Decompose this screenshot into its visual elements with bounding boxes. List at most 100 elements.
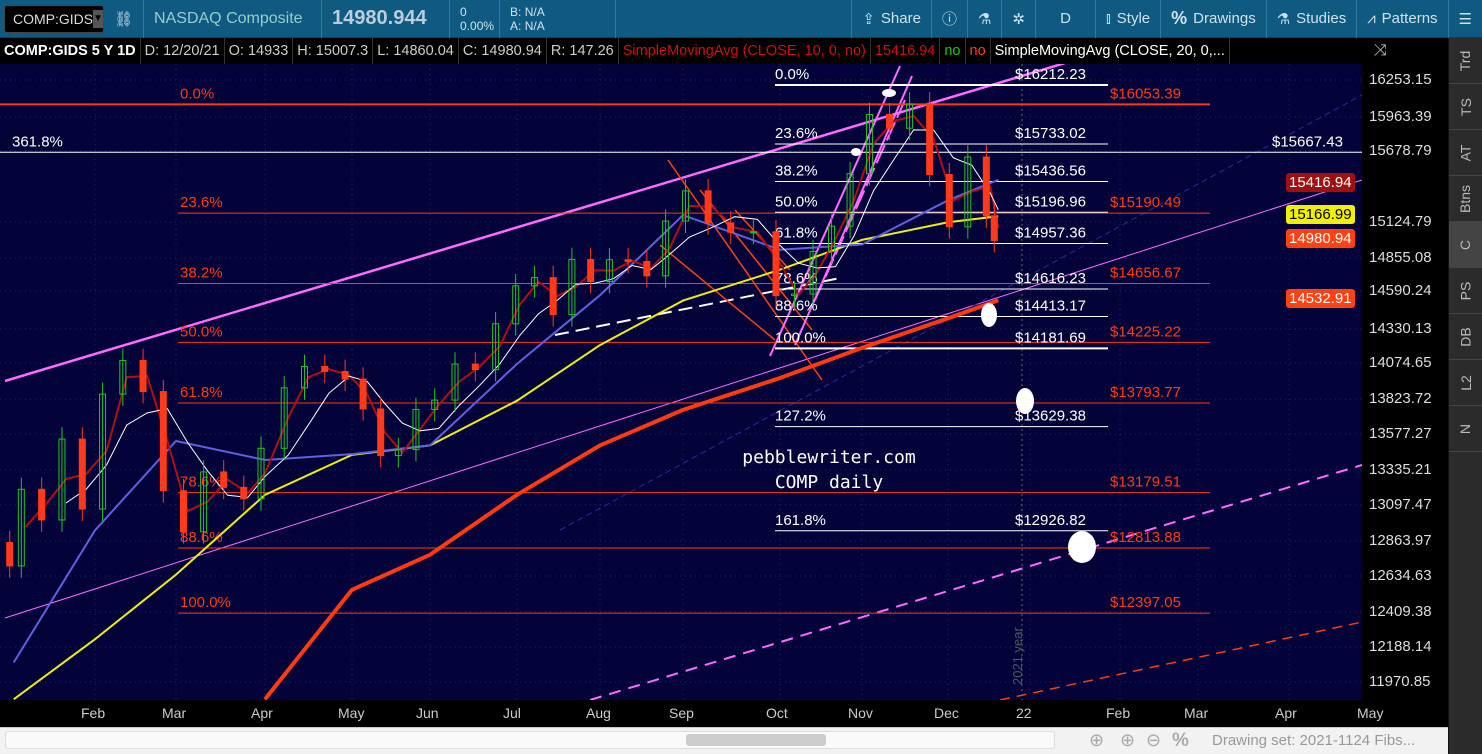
patterns-icon: ⩘ <box>1367 10 1376 27</box>
price-tick: 16253.15 <box>1369 71 1432 88</box>
candle-body <box>791 293 799 297</box>
channel-pink-1[interactable] <box>769 65 901 357</box>
trendline-dashed-magenta[interactable] <box>589 464 1362 700</box>
trendline-lower-channel[interactable] <box>4 179 1362 619</box>
candle-body <box>846 173 854 227</box>
candle <box>906 92 914 141</box>
candle <box>377 397 385 468</box>
side-tab-at[interactable]: AT <box>1449 130 1482 176</box>
menu-icon[interactable]: ☰ <box>1458 10 1472 28</box>
share-label: Share <box>880 10 921 27</box>
side-tab-db[interactable]: DB <box>1449 314 1482 360</box>
net-change: 0 <box>460 4 467 19</box>
style-button[interactable]: ⫾ Style <box>1096 0 1162 38</box>
candle-body <box>681 190 689 222</box>
side-tab-label: Trd <box>1457 50 1474 71</box>
patterns-label: Patterns <box>1381 10 1438 27</box>
side-tab-btns[interactable]: Btns <box>1449 176 1482 222</box>
patterns-button[interactable]: ⩘ Patterns <box>1357 0 1449 38</box>
candle <box>200 460 208 544</box>
candle <box>704 179 712 235</box>
price-tick: 14855.08 <box>1369 249 1432 266</box>
study-sma10[interactable]: SimpleMovingAvg (CLOSE, 10, 0, no) <box>619 38 871 64</box>
price-chart[interactable]: 0.0% $16053.39 23.6% $15190.49 38.2% $14656.6… <box>0 64 1362 700</box>
trendlines <box>4 64 1362 700</box>
marker-ellipse[interactable] <box>1068 531 1096 563</box>
zoom-in-icon[interactable]: ⊕ <box>1120 730 1136 750</box>
side-tab-ps[interactable]: PS <box>1449 268 1482 314</box>
trendline-dashed-white[interactable] <box>554 277 841 336</box>
flask-icon[interactable]: ⚗ <box>968 0 1003 38</box>
crosshair-icon[interactable]: ⊕ <box>1089 730 1105 750</box>
side-tab-l2[interactable]: L2 <box>1449 360 1482 406</box>
candle <box>6 530 14 578</box>
price-axis[interactable]: ⤨ 16253.15 15963.39 15678.79 15124.79 14855.… <box>1286 38 1448 700</box>
candle-body <box>749 231 757 234</box>
time-tick: Oct <box>766 705 788 721</box>
link-icon[interactable]: ⛓ <box>104 0 145 38</box>
scrollbar-thumb[interactable] <box>686 734 826 746</box>
channel-orange-3[interactable] <box>659 244 776 341</box>
side-tab-n[interactable]: N <box>1449 406 1482 452</box>
price-label: 14532.91 <box>1286 289 1355 309</box>
fib-pct-label: 78.6% <box>180 474 223 491</box>
trendline-dashed-red[interactable] <box>999 621 1362 700</box>
candle-body <box>280 387 288 449</box>
candle <box>341 359 349 391</box>
drawings-button[interactable]: % Drawings <box>1161 0 1267 38</box>
candle-body <box>301 365 308 389</box>
side-tab-label: C <box>1457 239 1474 250</box>
fibonacci-levels: 0.0% $16053.39 23.6% $15190.49 38.2% $14656.6… <box>0 66 1362 614</box>
side-tab-c[interactable]: C <box>1449 222 1482 268</box>
year-marker-label: 2021 year <box>1010 627 1025 685</box>
channel-pink-3[interactable] <box>814 99 906 301</box>
candle-body <box>492 323 500 371</box>
drawing-set-label[interactable]: Drawing set: 2021-1124 Fibs... <box>1212 732 1416 749</box>
zoom-out-icon[interactable]: ⊖ <box>1146 730 1162 750</box>
candle-body <box>139 359 147 393</box>
candle-body <box>727 222 735 233</box>
autoscale-icon[interactable]: ⤨ <box>1374 42 1387 59</box>
chart-title: COMP:GIDS 5 Y 1D <box>0 38 141 64</box>
candle-body <box>394 449 402 457</box>
candle <box>99 382 107 521</box>
candle <box>926 92 934 187</box>
side-tab-ts[interactable]: TS <box>1449 84 1482 130</box>
side-tab-label: L2 <box>1457 374 1474 391</box>
studies-button[interactable]: ⚗ Studies <box>1267 0 1358 38</box>
study-flag: no <box>966 38 991 64</box>
candle-body <box>828 225 836 253</box>
candles <box>6 92 998 578</box>
trendline-blue-faint[interactable] <box>559 94 1362 531</box>
candle <box>749 220 757 245</box>
aggregation-button[interactable]: D <box>1036 0 1096 38</box>
marker-ellipse[interactable] <box>851 148 861 156</box>
horizontal-scrollbar[interactable] <box>5 731 1055 749</box>
instrument-name: NASDAQ Composite <box>144 0 323 38</box>
study-sma20[interactable]: SimpleMovingAvg (CLOSE, 20, 0,... <box>991 38 1230 64</box>
markers <box>851 89 1096 563</box>
candle <box>846 161 854 239</box>
fib-price-label: $15196.96 <box>1015 193 1086 210</box>
fib-pct-label: 100.0% <box>775 329 826 346</box>
candle-body <box>512 285 520 325</box>
fib-pct-label: 100.0% <box>180 594 231 611</box>
info-icon[interactable]: ⓘ <box>932 0 968 38</box>
bar-range: R: 147.26 <box>547 38 619 64</box>
candle-body <box>359 378 367 410</box>
gear-icon[interactable]: ✲ <box>1002 0 1036 38</box>
side-tab-trd[interactable]: Trd <box>1449 38 1482 84</box>
share-button[interactable]: ⇪ Share <box>851 0 932 38</box>
chevron-down-icon[interactable]: ▼ <box>93 9 104 28</box>
candle-icon: ⫾ <box>1105 10 1111 27</box>
time-tick: Sep <box>669 705 694 721</box>
candle-body <box>321 365 329 373</box>
percent-icon[interactable]: % <box>1172 730 1189 751</box>
marker-ellipse[interactable] <box>981 303 997 327</box>
chart-area[interactable]: 0.0% $16053.39 23.6% $15190.49 38.2% $14656.6… <box>0 64 1362 700</box>
time-axis[interactable]: Feb Mar Apr May Jun Jul Aug Sep Oct Nov Dec 22 Feb Ma… <box>0 700 1448 727</box>
candle <box>119 348 127 406</box>
marker-ellipse[interactable] <box>882 89 896 97</box>
marker-ellipse[interactable] <box>1016 388 1034 414</box>
symbol-selector[interactable]: COMP:GIDS ▼ <box>4 4 104 33</box>
